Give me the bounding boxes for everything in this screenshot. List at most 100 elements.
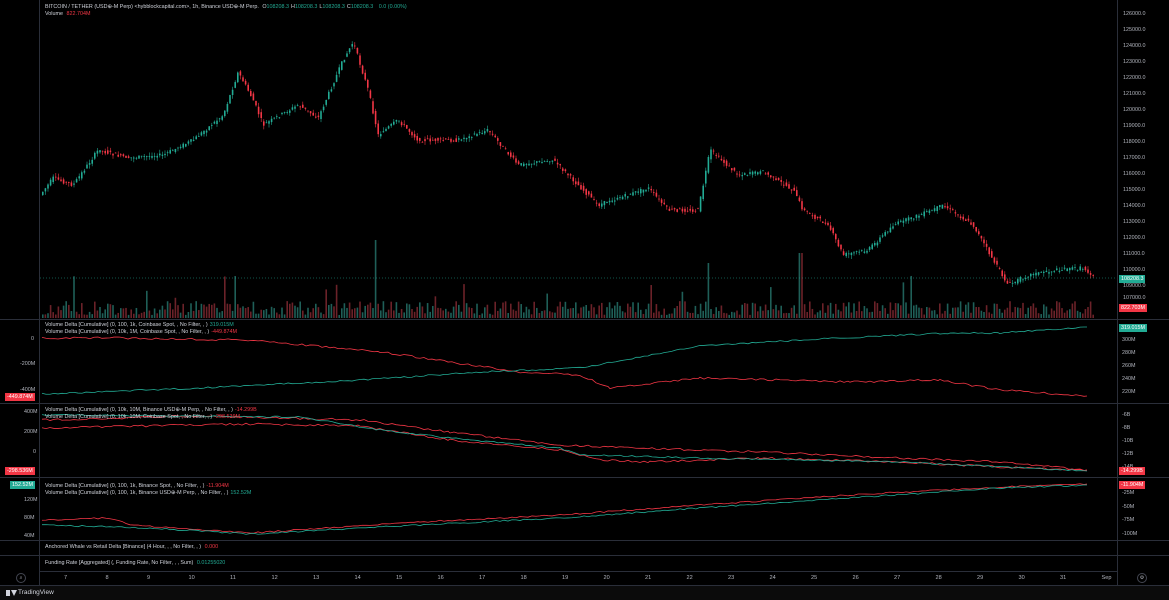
volume-bar	[562, 306, 564, 318]
time-label: 15	[396, 575, 403, 581]
candle-body	[710, 149, 712, 160]
candle-body	[918, 215, 920, 218]
candle-body	[712, 150, 715, 152]
volume-bar	[153, 308, 156, 318]
candle-body	[190, 139, 192, 142]
volume-bar	[416, 306, 418, 318]
candle-body	[224, 110, 226, 117]
candle-body	[273, 117, 275, 119]
time-axis[interactable]: 7 8 9 10 11 12 13 14 15 16 17 18 19 20 21 22 23 24 25 26 27 2…	[40, 571, 1117, 585]
time-label: 9	[147, 575, 151, 581]
volume-bar	[499, 308, 502, 318]
candle-body	[980, 235, 983, 239]
volume-bar	[907, 313, 910, 318]
price-tick: 110000.0	[1123, 267, 1146, 273]
right-scale-column[interactable]	[1117, 0, 1169, 585]
pane-separator[interactable]	[0, 540, 1169, 541]
volume-bar	[767, 310, 769, 318]
candle-body	[322, 106, 325, 111]
candle-body	[481, 132, 483, 134]
candle-body	[946, 206, 949, 209]
pane-separator[interactable]	[0, 555, 1169, 556]
pane-separator[interactable]	[0, 403, 1169, 404]
volume-bar	[915, 304, 918, 318]
volume-bar	[237, 304, 239, 318]
candle-body	[221, 116, 223, 120]
pane1-series-2-value: -449.874M	[211, 329, 237, 335]
candle-body	[247, 84, 249, 91]
candle-body	[1092, 275, 1094, 276]
candle-body	[684, 208, 686, 212]
volume-bars	[42, 240, 1094, 318]
candle-body	[195, 136, 197, 140]
volume-bar	[595, 314, 598, 318]
volume-bar	[840, 311, 842, 318]
volume-bar	[252, 301, 255, 318]
volume-bar	[1084, 309, 1087, 318]
pane-separator[interactable]	[0, 319, 1169, 320]
candle-body	[289, 110, 291, 113]
volume-bar	[980, 310, 983, 318]
volume-bar	[762, 310, 764, 318]
volume-bar	[850, 312, 853, 318]
volume-bar	[304, 314, 307, 318]
volume-bar	[967, 302, 970, 318]
volume-bar	[741, 304, 743, 318]
candle-body	[424, 139, 426, 142]
candle-body	[858, 251, 860, 253]
candle-body	[166, 152, 169, 154]
candle-body	[354, 45, 356, 47]
candle-body	[673, 208, 676, 210]
volume-bar	[905, 302, 907, 318]
volume-bar	[881, 305, 884, 318]
volume-bar	[887, 313, 889, 318]
candles	[42, 41, 1094, 288]
volume-bar	[1004, 309, 1006, 318]
pane3-right-tick: -25M	[1122, 490, 1135, 496]
candle-body	[658, 198, 660, 200]
candle-body	[962, 216, 964, 220]
candle-body	[445, 138, 447, 140]
volume-bar	[645, 309, 647, 318]
volume-bar	[985, 305, 988, 318]
pane2-legend: Volume Delta [Cumulative] (0, 10k, 10M, …	[45, 407, 259, 421]
pane-separator[interactable]	[0, 477, 1169, 478]
volume-bar	[866, 308, 868, 318]
volume-bar	[879, 310, 881, 318]
candle-body	[120, 154, 122, 156]
time-label: Sep	[1101, 575, 1112, 581]
pane3-left-badge: 152.52M	[10, 481, 35, 489]
settings-button[interactable]: ⚙	[1137, 573, 1147, 583]
scroll-left-button[interactable]: ⌕	[16, 573, 26, 583]
volume-bar	[445, 308, 447, 318]
volume-bar	[952, 307, 954, 318]
time-label: 23	[728, 575, 735, 581]
price-tick: 115000.0	[1123, 187, 1146, 193]
volume-bar	[936, 314, 938, 318]
volume-bar	[783, 313, 785, 318]
volume-bar	[551, 312, 554, 318]
candle-body	[112, 153, 114, 156]
candle-body	[278, 117, 281, 119]
price-chart[interactable]	[0, 0, 1169, 320]
volume-bar	[1050, 308, 1053, 318]
volume-bar	[408, 304, 411, 318]
volume-bar	[374, 240, 377, 318]
candle-body	[68, 181, 70, 183]
time-label: 28	[935, 575, 942, 581]
candle-body	[738, 174, 741, 176]
candle-body	[88, 163, 91, 165]
pane2-right-tick: -10B	[1122, 438, 1134, 444]
brand[interactable]: TradingView	[6, 589, 54, 596]
volume-bar	[114, 314, 117, 318]
candle-body	[148, 156, 151, 158]
volume-bar	[276, 312, 278, 318]
volume-bar	[920, 308, 923, 318]
candle-body	[213, 121, 216, 124]
candle-body	[588, 191, 590, 195]
candle-body	[1061, 270, 1063, 271]
candle-body	[902, 220, 905, 223]
volume-bar	[835, 303, 837, 318]
volume-bar	[702, 310, 704, 318]
